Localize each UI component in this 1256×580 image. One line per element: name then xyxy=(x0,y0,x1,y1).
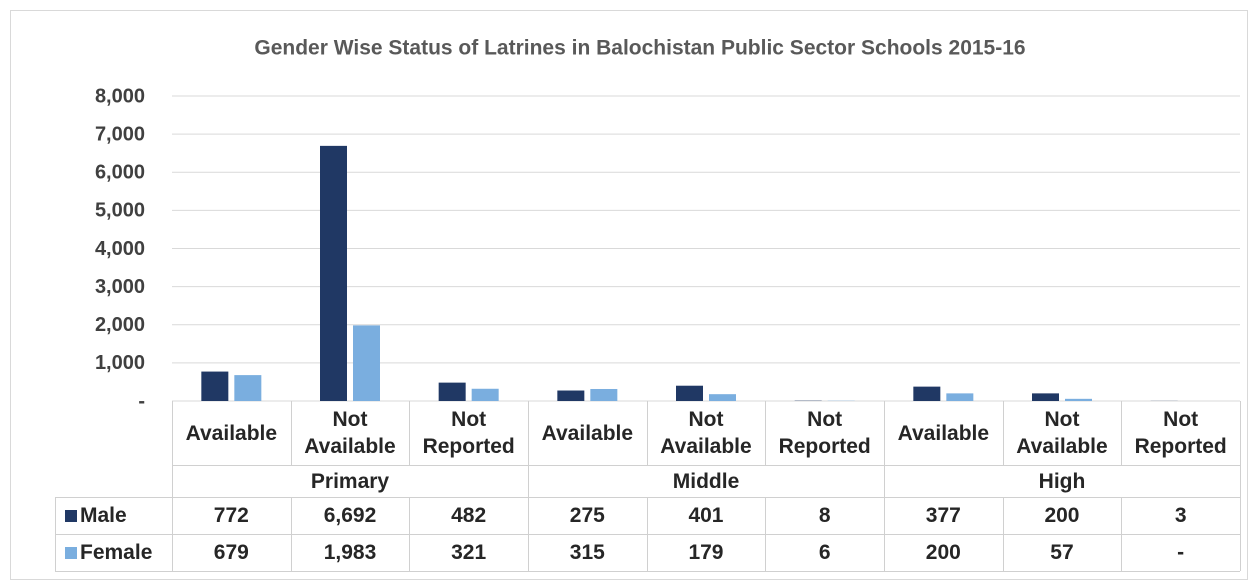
bar xyxy=(472,389,499,401)
table-line xyxy=(291,534,292,571)
legend-entry: Male xyxy=(55,497,172,534)
category-label: Available xyxy=(172,401,291,465)
table-value: 3 xyxy=(1121,497,1240,534)
legend-label: Female xyxy=(80,539,152,566)
bar xyxy=(234,375,261,401)
table-line xyxy=(1121,534,1122,571)
table-value: 200 xyxy=(1003,497,1122,534)
table-line xyxy=(647,497,648,534)
table-line xyxy=(528,497,529,534)
table-value: 57 xyxy=(1003,534,1122,571)
y-tick-label: 6,000 xyxy=(95,162,145,184)
chart-title: Gender Wise Status of Latrines in Baloch… xyxy=(254,37,1025,60)
table-line xyxy=(884,401,885,465)
table-value: - xyxy=(1121,534,1240,571)
table-line xyxy=(765,534,766,571)
bar xyxy=(1032,393,1059,401)
table-value: 6,692 xyxy=(291,497,410,534)
bar xyxy=(353,325,380,401)
table-line xyxy=(884,534,885,571)
legend-label: Male xyxy=(80,502,127,529)
table-line xyxy=(1003,497,1004,534)
group-label: Primary xyxy=(172,465,528,497)
table-value: 6 xyxy=(765,534,884,571)
category-label: Not Available xyxy=(291,401,410,465)
category-label: Not Available xyxy=(1003,401,1122,465)
bar xyxy=(709,394,736,401)
table-line xyxy=(884,465,885,497)
bar xyxy=(913,387,940,401)
table-value: 179 xyxy=(647,534,766,571)
y-tick-label: 2,000 xyxy=(95,314,145,336)
table-line xyxy=(528,465,529,497)
table-value: 772 xyxy=(172,497,291,534)
table-line xyxy=(884,497,885,534)
table-line xyxy=(172,465,1240,466)
y-tick-label: 5,000 xyxy=(95,200,145,222)
bar xyxy=(320,146,347,401)
table-line xyxy=(528,534,529,571)
table-value: 275 xyxy=(528,497,647,534)
bar xyxy=(946,393,973,401)
group-label: High xyxy=(884,465,1240,497)
y-tick-label: 4,000 xyxy=(95,238,145,260)
table-line xyxy=(409,401,410,465)
table-value: 315 xyxy=(528,534,647,571)
bar xyxy=(590,389,617,401)
table-line xyxy=(55,571,1240,572)
category-label: Not Reported xyxy=(765,401,884,465)
group-label: Middle xyxy=(528,465,884,497)
bar xyxy=(676,386,703,401)
table-value: 679 xyxy=(172,534,291,571)
table-value: 482 xyxy=(409,497,528,534)
table-line xyxy=(528,401,529,465)
table-value: 200 xyxy=(884,534,1003,571)
table-value: 377 xyxy=(884,497,1003,534)
table-line xyxy=(1003,534,1004,571)
table-line xyxy=(765,497,766,534)
table-line xyxy=(647,534,648,571)
bar xyxy=(557,391,584,401)
table-line xyxy=(1003,401,1004,465)
table-value: 1,983 xyxy=(291,534,410,571)
table-line xyxy=(765,401,766,465)
legend-key xyxy=(65,547,77,559)
bar xyxy=(201,372,228,401)
table-line xyxy=(409,534,410,571)
table-value: 8 xyxy=(765,497,884,534)
table-line xyxy=(647,401,648,465)
y-tick-label: 7,000 xyxy=(95,123,145,145)
table-line xyxy=(291,497,292,534)
legend-entry: Female xyxy=(55,534,172,571)
table-value: 401 xyxy=(647,497,766,534)
table-line xyxy=(1121,401,1122,465)
category-label: Not Reported xyxy=(409,401,528,465)
category-label: Available xyxy=(884,401,1003,465)
category-label: Not Available xyxy=(647,401,766,465)
table-line xyxy=(409,497,410,534)
y-tick-label: - xyxy=(138,390,145,412)
legend-key xyxy=(65,510,77,522)
bar xyxy=(439,383,466,401)
category-label: Not Reported xyxy=(1121,401,1240,465)
category-label: Available xyxy=(528,401,647,465)
y-tick-label: 1,000 xyxy=(95,352,145,374)
y-tick-label: 3,000 xyxy=(95,276,145,298)
y-tick-label: 8,000 xyxy=(95,85,145,107)
table-value: 321 xyxy=(409,534,528,571)
table-line xyxy=(291,401,292,465)
table-line xyxy=(1121,497,1122,534)
table-line xyxy=(1240,401,1241,571)
